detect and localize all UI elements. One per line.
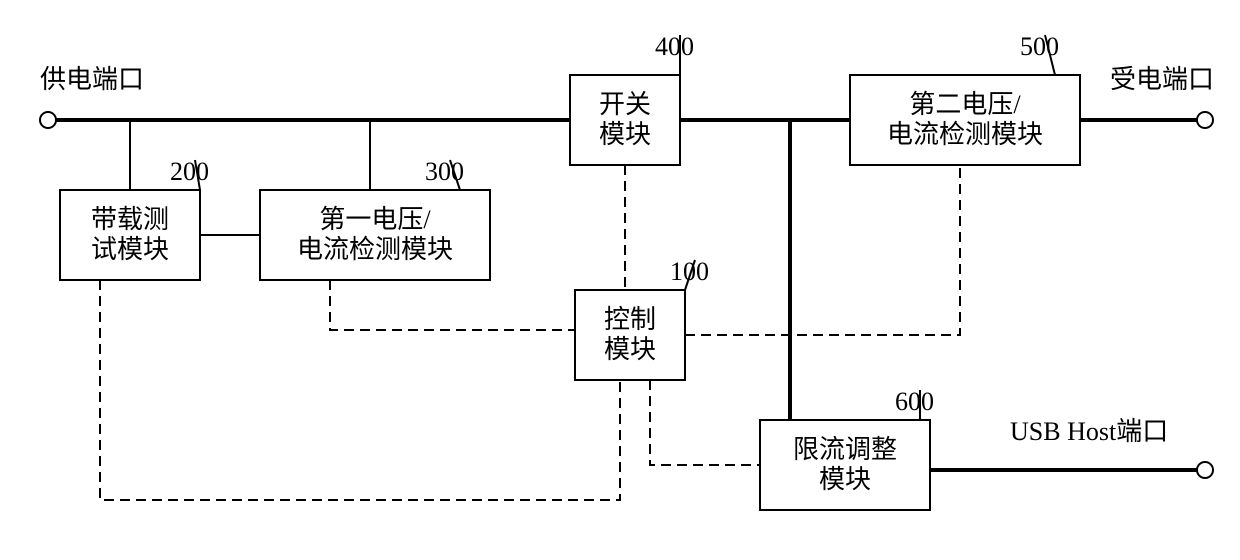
block-label: 电流检测模块 [887,120,1043,149]
block-label: 模块 [604,335,656,364]
block-id: 100 [670,257,709,286]
block-100: 控制模块 100 [575,257,709,380]
control-wire [100,280,620,500]
control-wire [330,280,575,330]
block-id: 500 [1020,32,1059,61]
power-wire [760,120,790,470]
block-label: 第二电压/ [909,90,1021,119]
block-diagram: 带载测试模块200第一电压/电流检测模块300开关模块400第二电压/电流检测模… [0,0,1240,560]
block-label: 电流检测模块 [297,235,453,264]
control-wire [650,380,760,465]
block-label: 带载测 [91,205,169,234]
block-label: 模块 [599,120,651,149]
block-id: 400 [655,32,694,61]
block-label: 试模块 [91,235,169,264]
control-wire [685,165,960,335]
block-id: 300 [425,157,464,186]
block-id: 200 [170,157,209,186]
block-label: 限流调整 [793,435,897,464]
block-label: 控制 [604,305,656,334]
block-300: 第一电压/电流检测模块 300 [260,157,490,280]
block-label: 开关 [599,90,651,119]
block-id: 600 [895,387,934,416]
block-label: 第一电压/ [319,205,431,234]
block-200: 带载测试模块 200 [60,157,209,280]
port-label: 供电端口 [40,65,144,94]
block-label: 模块 [819,465,871,494]
port-label: 受电端口 [1110,65,1214,94]
block-500: 第二电压/电流检测模块 500 [850,32,1080,165]
block-600: 限流调整模块 600 [760,387,934,510]
port-label: USB Host端口 [1010,417,1168,446]
block-400: 开关模块 400 [570,32,694,165]
